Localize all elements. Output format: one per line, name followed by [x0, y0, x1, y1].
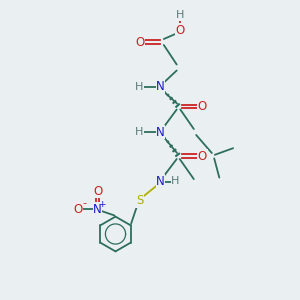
Text: O: O [176, 23, 184, 37]
Text: O: O [74, 202, 82, 216]
Text: O: O [93, 184, 102, 198]
Text: S: S [136, 194, 143, 208]
Text: O: O [198, 100, 207, 113]
Text: H: H [171, 176, 180, 187]
Text: H: H [135, 127, 144, 137]
Text: O: O [135, 35, 144, 49]
Text: N: N [156, 175, 165, 188]
Text: H: H [135, 82, 144, 92]
Text: +: + [98, 200, 106, 209]
Text: N: N [156, 125, 165, 139]
Text: -: - [82, 198, 87, 208]
Text: O: O [198, 149, 207, 163]
Text: H: H [176, 10, 184, 20]
Text: N: N [93, 202, 102, 216]
Text: N: N [156, 80, 165, 94]
